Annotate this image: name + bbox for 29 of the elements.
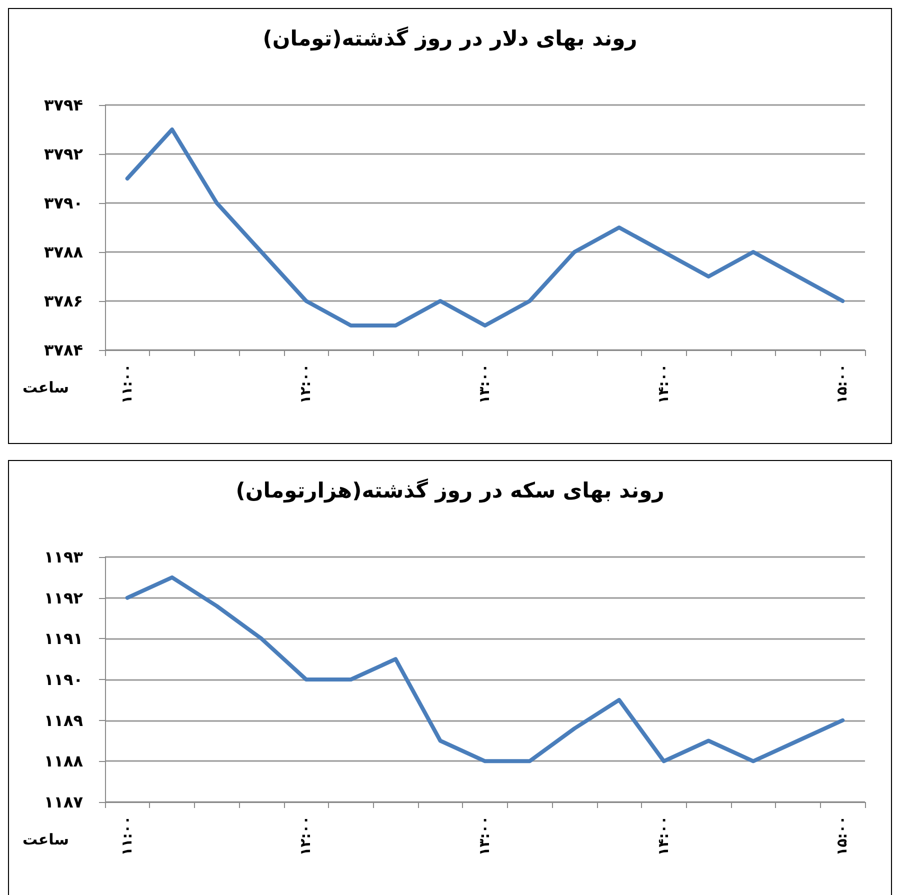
x-tick-label: ۱۲:۰۰: [298, 364, 314, 404]
y-tick-label: ۳۷۸۶: [44, 292, 83, 310]
y-tick-label: ۱۱۹۳: [44, 548, 84, 566]
y-tick-label: ۱۱۹۰: [44, 670, 83, 689]
y-tick-label: ۳۷۹۴: [44, 96, 84, 114]
x-tick-label: ۱۱:۰۰: [119, 364, 136, 404]
x-tick-label: ۱۴:۰۰: [656, 364, 672, 404]
y-tick-label: ۳۷۸۸: [44, 242, 84, 262]
x-tick-label: ۱۳:۰۰: [477, 816, 493, 856]
x-tick-label: ۱۵:۰۰: [834, 816, 851, 856]
x-axis-title: ساعت: [22, 378, 69, 396]
line-series: [125, 128, 845, 328]
line-series: [125, 575, 845, 764]
chart-title: روند بهای سکه در روز گذشته(هزارتومان): [236, 478, 664, 504]
y-tick-label: ۳۷۹۰: [44, 194, 83, 212]
chart-title: روند بهای دلار در روز گذشته(تومان): [262, 26, 638, 52]
x-axis-title: ساعت: [22, 830, 69, 848]
x-tick-label: ۱۲:۰۰: [298, 816, 314, 856]
y-tick-label: ۳۷۹۲: [44, 144, 84, 164]
y-tick-label: ۱۱۸۸: [44, 752, 84, 771]
y-tick-label: ۳۷۸۴: [44, 340, 84, 360]
x-tick-label: ۱۱:۰۰: [119, 816, 136, 856]
x-tick-label: ۱۳:۰۰: [477, 364, 493, 404]
y-tick-label: ۱۱۸۷: [44, 792, 84, 812]
y-tick-label: ۱۱۹۱: [44, 629, 83, 648]
x-tick-label: ۱۴:۰۰: [656, 816, 672, 856]
y-tick-label: ۱۱۸۹: [44, 710, 84, 730]
y-tick-label: ۱۱۹۲: [44, 588, 84, 608]
x-tick-label: ۱۵:۰۰: [834, 364, 851, 404]
